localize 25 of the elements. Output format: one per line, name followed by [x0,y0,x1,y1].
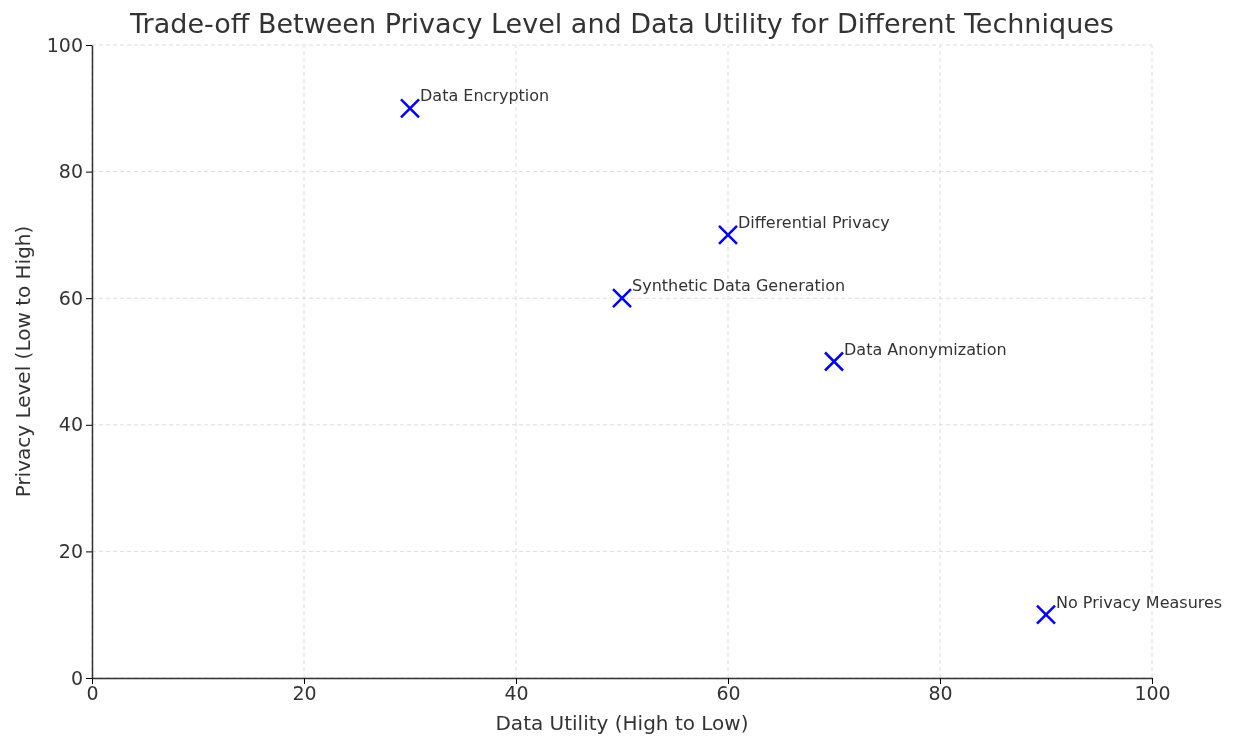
annotation: Synthetic Data Generation [632,276,846,296]
point [717,224,739,246]
point [399,98,421,119]
point [611,287,633,309]
y-tick-label: 0 [70,666,83,689]
x-tick-label: 100 [1134,682,1171,705]
chart-title: Trade-off Between Privacy Level and Data Utility for Different Techniques [129,8,1114,39]
y-tick-label: 100 [46,33,83,56]
y-tick-label: 40 [58,413,83,436]
y-tick-label: 60 [58,286,83,309]
point [1035,604,1057,625]
x-tick-label: 80 [928,682,953,705]
annotation: Data Encryption [420,86,550,106]
x-tick-label: 20 [292,682,317,705]
annotation: Differential Privacy [738,212,890,232]
annotation: Data Anonymization [844,339,1007,359]
x-tick-label: 0 [86,682,99,705]
x-tick-label: 40 [504,682,529,705]
point [823,351,845,372]
y-axis-title: Privacy Level (Low to High) [11,225,35,498]
y-tick-label: 80 [58,160,83,183]
x-tick-label: 60 [716,682,741,705]
annotation: No Privacy Measures [1056,592,1223,612]
y-tick-label: 20 [58,539,83,562]
x-axis-title: Data Utility (High to Low) [495,711,749,735]
